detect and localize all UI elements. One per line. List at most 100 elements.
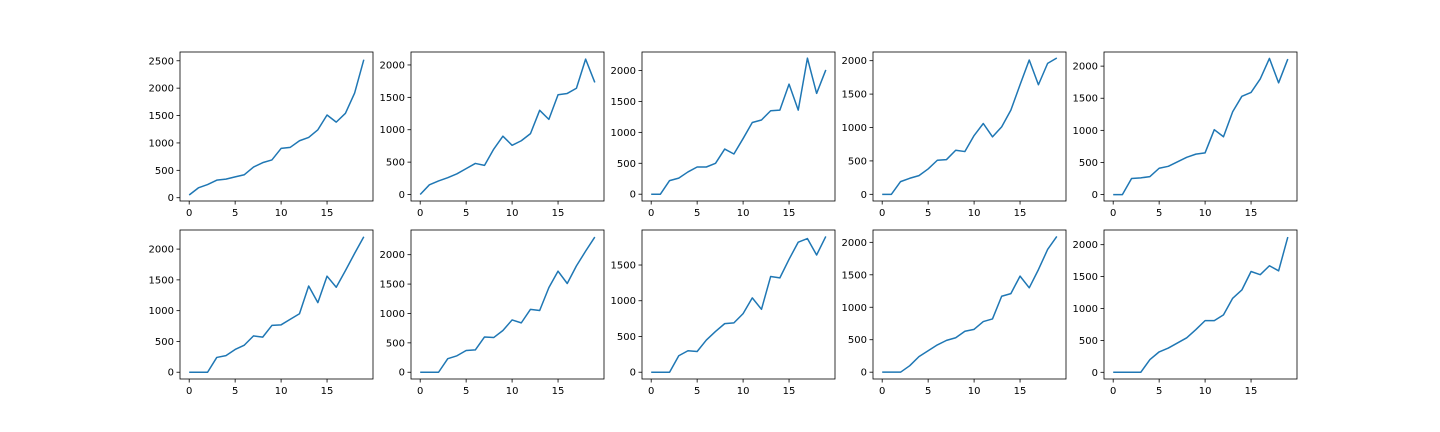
x-tick-label: 0 xyxy=(186,386,192,397)
axes-frame xyxy=(872,229,1067,380)
x-tick-label: 15 xyxy=(783,208,796,219)
axes-frame xyxy=(179,51,374,202)
y-tick-label: 0 xyxy=(399,368,405,379)
x-tick-label: 5 xyxy=(1156,386,1162,397)
x-tick-label: 5 xyxy=(232,208,238,219)
x-tick-label: 15 xyxy=(552,208,565,219)
y-tick-label: 1000 xyxy=(611,128,636,139)
x-tick-label: 10 xyxy=(506,386,519,397)
y-tick-label: 2000 xyxy=(380,250,405,261)
axes-frame xyxy=(641,51,836,202)
subplot-4: 0 5 10 15 0 500 1000 1500 2000 xyxy=(842,51,1067,219)
series-line xyxy=(882,236,1058,373)
y-tick-label: 1000 xyxy=(380,125,405,136)
x-tick-label: 0 xyxy=(417,386,423,397)
y-tick-label: 500 xyxy=(386,338,405,349)
y-tick-label: 1500 xyxy=(1073,94,1098,105)
subplot-5: 0 5 10 15 0 500 1000 1500 2000 xyxy=(1073,51,1298,219)
subplot-3: 0 5 10 15 0 500 1000 1500 2000 xyxy=(611,51,836,219)
subplot-6: 0 5 10 15 0 500 1000 1500 2000 xyxy=(149,229,374,397)
x-tick-label: 10 xyxy=(1199,208,1212,219)
y-tick-label: 1000 xyxy=(1073,126,1098,137)
x-tick-label: 0 xyxy=(879,386,885,397)
x-tick-label: 10 xyxy=(737,208,750,219)
x-tick-label: 15 xyxy=(1014,386,1027,397)
subplot-1: 0 5 10 15 0 500 1000 1500 2000 2500 xyxy=(149,51,374,219)
x-tick-label: 5 xyxy=(694,208,700,219)
y-tick-label: 0 xyxy=(1092,368,1098,379)
x-tick-label: 0 xyxy=(648,208,654,219)
y-tick-label: 500 xyxy=(848,335,867,346)
y-tick-label: 1500 xyxy=(611,261,636,272)
axes-frame xyxy=(641,229,836,380)
y-tick-label: 500 xyxy=(617,159,636,170)
y-tick-label: 2500 xyxy=(149,56,174,67)
x-tick-label: 15 xyxy=(1245,386,1258,397)
x-tick-label: 5 xyxy=(463,386,469,397)
y-tick-label: 0 xyxy=(168,368,174,379)
x-tick-label: 0 xyxy=(1110,208,1116,219)
x-tick-label: 5 xyxy=(232,386,238,397)
y-tick-label: 0 xyxy=(399,190,405,201)
y-tick-label: 0 xyxy=(168,193,174,204)
y-tick-label: 1000 xyxy=(611,296,636,307)
y-tick-label: 1000 xyxy=(1073,304,1098,315)
y-tick-label: 2000 xyxy=(842,56,867,67)
y-tick-label: 500 xyxy=(617,332,636,343)
x-tick-label: 10 xyxy=(506,208,519,219)
y-tick-label: 500 xyxy=(1079,158,1098,169)
axes-frame xyxy=(1103,229,1298,380)
y-tick-label: 500 xyxy=(386,158,405,169)
subplot-8: 0 5 10 15 0 500 1000 1500 xyxy=(611,229,836,397)
x-tick-label: 5 xyxy=(463,208,469,219)
subplot-10: 0 5 10 15 0 500 1000 1500 2000 xyxy=(1073,229,1298,397)
y-tick-label: 1000 xyxy=(149,306,174,317)
y-tick-label: 1500 xyxy=(611,97,636,108)
x-tick-label: 0 xyxy=(879,208,885,219)
y-tick-label: 0 xyxy=(1092,190,1098,201)
y-tick-label: 1500 xyxy=(842,270,867,281)
y-tick-label: 1500 xyxy=(1073,272,1098,283)
series-line xyxy=(1113,57,1289,196)
series-line xyxy=(419,58,596,196)
axes-frame xyxy=(1103,51,1298,202)
y-tick-label: 1500 xyxy=(149,111,174,122)
subplot-7: 0 5 10 15 0 500 1000 1500 2000 xyxy=(380,229,605,397)
series-line xyxy=(1113,236,1289,374)
y-tick-label: 500 xyxy=(1079,336,1098,347)
x-tick-label: 0 xyxy=(1110,386,1116,397)
x-tick-label: 0 xyxy=(648,386,654,397)
x-tick-label: 15 xyxy=(552,386,565,397)
x-tick-label: 10 xyxy=(1199,386,1212,397)
x-tick-label: 15 xyxy=(783,386,796,397)
x-tick-label: 10 xyxy=(968,386,981,397)
y-tick-label: 2000 xyxy=(842,238,867,249)
y-tick-label: 500 xyxy=(848,156,867,167)
y-tick-label: 1000 xyxy=(842,123,867,134)
y-tick-label: 0 xyxy=(630,190,636,201)
y-tick-label: 0 xyxy=(861,368,867,379)
axes-frame xyxy=(410,229,605,380)
y-tick-label: 0 xyxy=(861,190,867,201)
y-tick-label: 2000 xyxy=(1073,240,1098,251)
y-tick-label: 500 xyxy=(155,166,174,177)
series-line xyxy=(420,236,596,373)
y-tick-label: 2000 xyxy=(1073,62,1098,73)
series-line xyxy=(651,236,827,373)
y-tick-label: 1500 xyxy=(842,90,867,101)
y-tick-label: 2000 xyxy=(149,245,174,256)
series-line xyxy=(882,57,1058,196)
x-tick-label: 0 xyxy=(417,208,423,219)
x-tick-label: 10 xyxy=(737,386,750,397)
x-tick-label: 5 xyxy=(694,386,700,397)
axes-frame xyxy=(410,51,605,202)
x-tick-label: 0 xyxy=(186,208,192,219)
x-tick-label: 5 xyxy=(925,208,931,219)
y-tick-label: 2000 xyxy=(380,60,405,71)
x-tick-label: 10 xyxy=(275,208,288,219)
series-line xyxy=(189,236,365,373)
y-tick-label: 1500 xyxy=(380,93,405,104)
x-tick-label: 5 xyxy=(925,386,931,397)
x-tick-label: 10 xyxy=(968,208,981,219)
